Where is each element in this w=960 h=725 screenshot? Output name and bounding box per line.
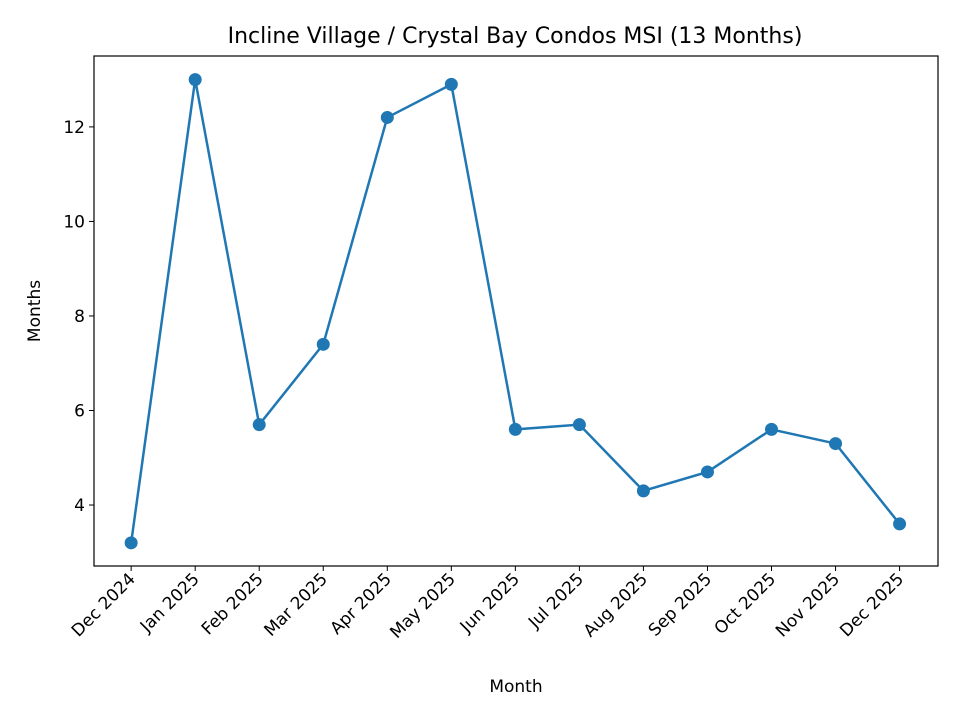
x-tick-label: Dec 2025: [836, 569, 908, 641]
data-point: [572, 418, 586, 432]
data-point: [380, 110, 394, 124]
x-tick-label: Mar 2025: [261, 569, 332, 640]
series-line: [129, 79, 901, 544]
y-tick-label: 12: [63, 118, 85, 138]
chart-title: Incline Village / Crystal Bay Condos MSI…: [228, 24, 803, 49]
x-tick-label: Nov 2025: [772, 569, 844, 641]
data-point: [188, 73, 202, 87]
x-tick-label: May 2025: [386, 569, 459, 642]
x-tick-label: Aug 2025: [580, 569, 652, 641]
x-tick-label: Sep 2025: [645, 569, 716, 640]
data-point: [316, 337, 330, 351]
data-point: [508, 422, 522, 436]
data-point: [700, 465, 714, 479]
data-point: [252, 418, 266, 432]
y-tick-label: 4: [74, 496, 85, 516]
data-point: [765, 422, 779, 436]
x-tick-label: Feb 2025: [198, 569, 268, 639]
data-point: [829, 437, 843, 451]
plot-area-frame: [93, 55, 939, 567]
x-axis-label: Month: [489, 677, 542, 697]
data-point: [124, 536, 138, 550]
x-tick-label: Jul 2025: [524, 569, 588, 633]
y-tick-label: 10: [63, 212, 85, 232]
x-tick-label: Jan 2025: [136, 569, 204, 637]
x-tick-label: Oct 2025: [711, 569, 780, 638]
y-axis-label: Months: [25, 280, 45, 342]
data-point: [444, 77, 458, 91]
data-point: [893, 517, 907, 531]
data-point: [636, 484, 650, 498]
x-tick-label: Jun 2025: [456, 569, 524, 637]
y-tick-label: 6: [74, 401, 85, 421]
y-tick-label: 8: [74, 307, 85, 327]
x-tick-label: Dec 2024: [68, 569, 140, 641]
